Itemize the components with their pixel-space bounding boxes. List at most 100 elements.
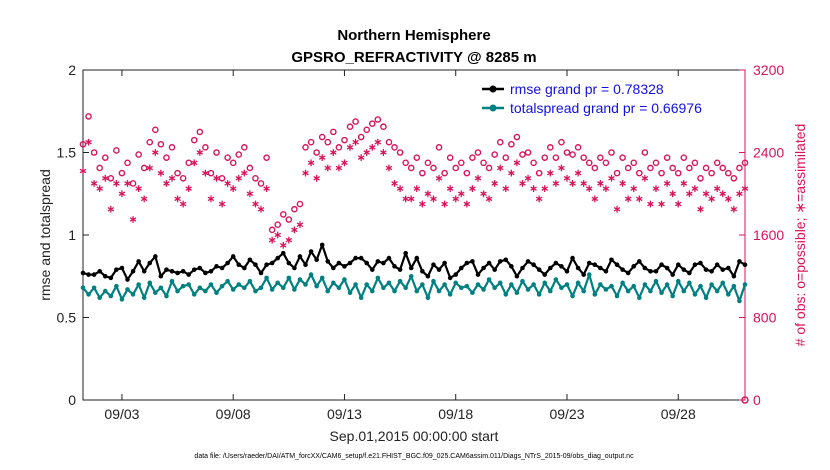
rmse-point: [125, 277, 130, 282]
obs-assimilated-point: [179, 200, 187, 208]
rmse-point: [664, 265, 670, 271]
obs-possible-point: [346, 123, 354, 131]
totalspread-point: [475, 282, 481, 287]
obs-possible-point: [380, 123, 387, 131]
rmse-point: [659, 262, 664, 268]
rmse-point: [364, 260, 370, 266]
obs-possible-point: [90, 149, 98, 156]
rmse-point: [253, 262, 258, 268]
rmse-point: [292, 265, 297, 271]
totalspread-point: [308, 272, 314, 277]
totalspread-point: [86, 292, 91, 297]
obs-assimilated-point: [385, 164, 393, 172]
totalspread-point: [687, 280, 692, 286]
totalspread-point: [286, 275, 292, 281]
obs-possible-point: [385, 138, 393, 146]
rmse-point: [720, 267, 726, 272]
rmse-point: [670, 272, 675, 277]
obs-possible-point: [146, 138, 154, 146]
obs-possible-point: [485, 164, 493, 172]
obs-possible-point: [157, 140, 165, 148]
rmse-point: [531, 262, 536, 268]
obs-assimilated-point: [591, 195, 599, 203]
totalspread-point: [425, 295, 431, 301]
totalspread-point: [570, 293, 575, 299]
totalspread-point: [453, 280, 459, 286]
rmse-point: [219, 265, 225, 271]
totalspread-point: [470, 290, 475, 296]
obs-possible-point: [124, 159, 131, 167]
rmse-point: [147, 260, 153, 266]
obs-assimilated-point: [535, 195, 543, 203]
totalspread-point: [280, 285, 286, 291]
obs-possible-point: [619, 154, 626, 161]
rmse-point: [208, 269, 214, 274]
obs-possible-point: [330, 128, 337, 136]
rmse-point: [642, 265, 648, 271]
totalspread-point: [108, 293, 114, 299]
rmse-point: [381, 260, 386, 266]
x-tick-label: 09/13: [327, 406, 362, 422]
obs-possible-point: [491, 151, 498, 158]
obs-assimilated-point: [480, 190, 487, 198]
obs-assimilated-point: [96, 185, 103, 192]
rmse-point: [186, 272, 191, 277]
obs-assimilated-point: [318, 154, 326, 162]
obs-assimilated-point: [163, 180, 170, 187]
obs-possible-point: [530, 159, 537, 167]
rmse-point: [408, 265, 414, 271]
rmse-point: [575, 265, 581, 271]
obs-possible-point: [558, 138, 565, 146]
totalspread-point: [520, 278, 525, 284]
totalspread-point: [97, 295, 102, 301]
totalspread-point: [130, 292, 136, 297]
rmse-point: [536, 267, 542, 272]
obs-possible-point: [597, 154, 604, 161]
totalspread-point: [659, 290, 664, 296]
obs-possible-point: [79, 140, 87, 148]
totalspread-point: [714, 288, 720, 294]
obs-assimilated-point: [129, 216, 137, 223]
obs-possible-point: [430, 164, 437, 172]
rmse-point: [336, 260, 342, 266]
rmse-point: [392, 264, 397, 269]
rmse-point: [692, 262, 698, 268]
obs-possible-point: [502, 154, 510, 161]
obs-possible-point: [174, 169, 181, 177]
rmse-point: [709, 269, 714, 274]
obs-assimilated-point: [135, 185, 142, 192]
totalspread-point: [509, 282, 514, 287]
totalspread-point: [197, 285, 203, 291]
rmse-point: [164, 267, 169, 272]
obs-assimilated-point: [569, 180, 576, 187]
rmse-point: [275, 255, 281, 261]
obs-possible-point: [585, 159, 593, 167]
obs-assimilated-point: [419, 200, 426, 208]
obs-assimilated-point: [446, 185, 454, 192]
obs-assimilated-point: [218, 200, 226, 208]
totalspread-point: [547, 288, 553, 294]
obs-possible-point: [318, 133, 326, 141]
obs-assimilated-point: [357, 154, 365, 162]
totalspread-point: [598, 282, 603, 287]
totalspread-point: [481, 287, 486, 292]
obs-assimilated-point: [641, 174, 649, 182]
series-lines: [80, 242, 748, 304]
obs-assimilated-point: [547, 169, 554, 177]
obs-assimilated-point: [140, 195, 148, 203]
obs-possible-point: [580, 154, 587, 161]
obs-assimilated-point: [441, 200, 448, 208]
obs-possible-point: [424, 159, 432, 167]
totalspread-point: [431, 278, 436, 284]
totalspread-point: [392, 288, 397, 294]
obs-possible-point: [524, 149, 532, 156]
obs-possible-point: [686, 164, 693, 172]
totalspread-point: [297, 277, 303, 282]
obs-assimilated-point: [302, 169, 309, 177]
obs-assimilated-point: [268, 236, 276, 244]
x-tick-label: 09/23: [549, 406, 584, 422]
obs-assimilated-point: [713, 185, 721, 192]
totalspread-point: [698, 283, 703, 289]
rmse-point: [503, 257, 509, 263]
y-tick-label: 1: [68, 227, 76, 243]
